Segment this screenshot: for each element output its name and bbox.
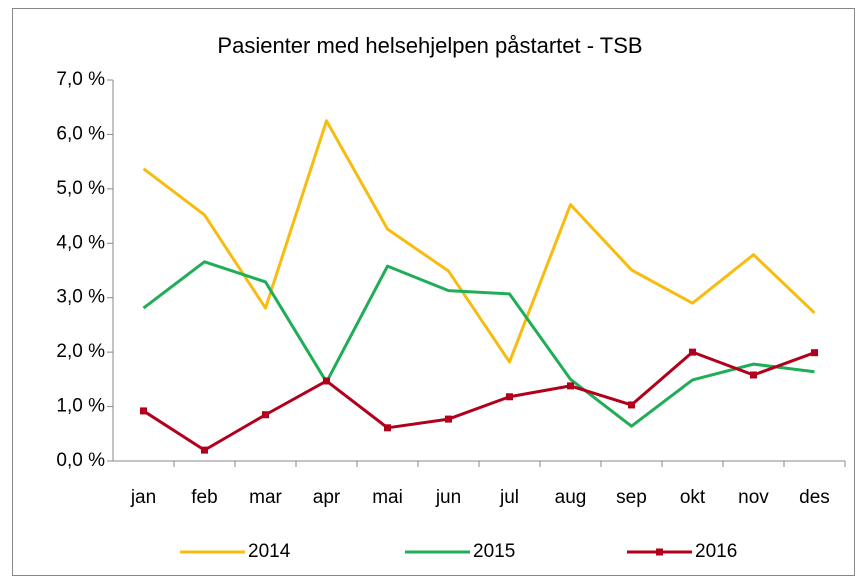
series-line (142, 119, 816, 364)
series-line (142, 260, 815, 428)
x-tick-label: jan (130, 487, 156, 508)
series-marker (567, 382, 574, 390)
x-tick-label: sep (616, 487, 647, 508)
y-tick-label: 1,0 % (56, 396, 105, 417)
x-tick-label: mar (249, 487, 282, 508)
legend-marker (656, 548, 663, 556)
series-marker (262, 411, 269, 419)
series-marker (811, 349, 818, 357)
series-marker (323, 377, 330, 385)
x-tick-label: nov (738, 487, 769, 508)
legend-label: 2014 (248, 541, 291, 562)
y-tick-label: 0,0 % (56, 450, 105, 471)
y-tick-label: 5,0 % (56, 178, 105, 199)
series-marker (140, 407, 147, 415)
series-marker (201, 446, 208, 454)
y-tick-label: 6,0 % (56, 123, 105, 144)
chart-border (12, 8, 855, 576)
y-tick-label: 2,0 % (56, 341, 105, 362)
x-tick-label: okt (680, 487, 706, 508)
y-tick-label: 7,0 % (56, 69, 105, 90)
series-marker (750, 371, 757, 379)
series-marker (384, 424, 391, 432)
y-tick-label: 3,0 % (56, 287, 105, 308)
series-marker (506, 393, 513, 401)
x-tick-label: aug (555, 487, 587, 508)
series-marker (628, 401, 635, 409)
x-tick-label: feb (191, 487, 217, 508)
legend-label: 2015 (473, 541, 515, 562)
series-marker (689, 348, 696, 356)
x-tick-label: apr (313, 487, 341, 508)
x-tick-label: mai (372, 487, 403, 508)
series-line (142, 350, 816, 452)
y-tick-label: 4,0 % (56, 232, 105, 253)
series-marker (445, 415, 452, 423)
x-tick-label: jul (499, 487, 519, 508)
x-tick-label: jun (435, 487, 461, 508)
chart-title: Pasienter med helsehjelpen påstartet - T… (217, 33, 642, 58)
x-tick-label: des (799, 487, 830, 508)
legend-label: 2016 (695, 541, 737, 562)
